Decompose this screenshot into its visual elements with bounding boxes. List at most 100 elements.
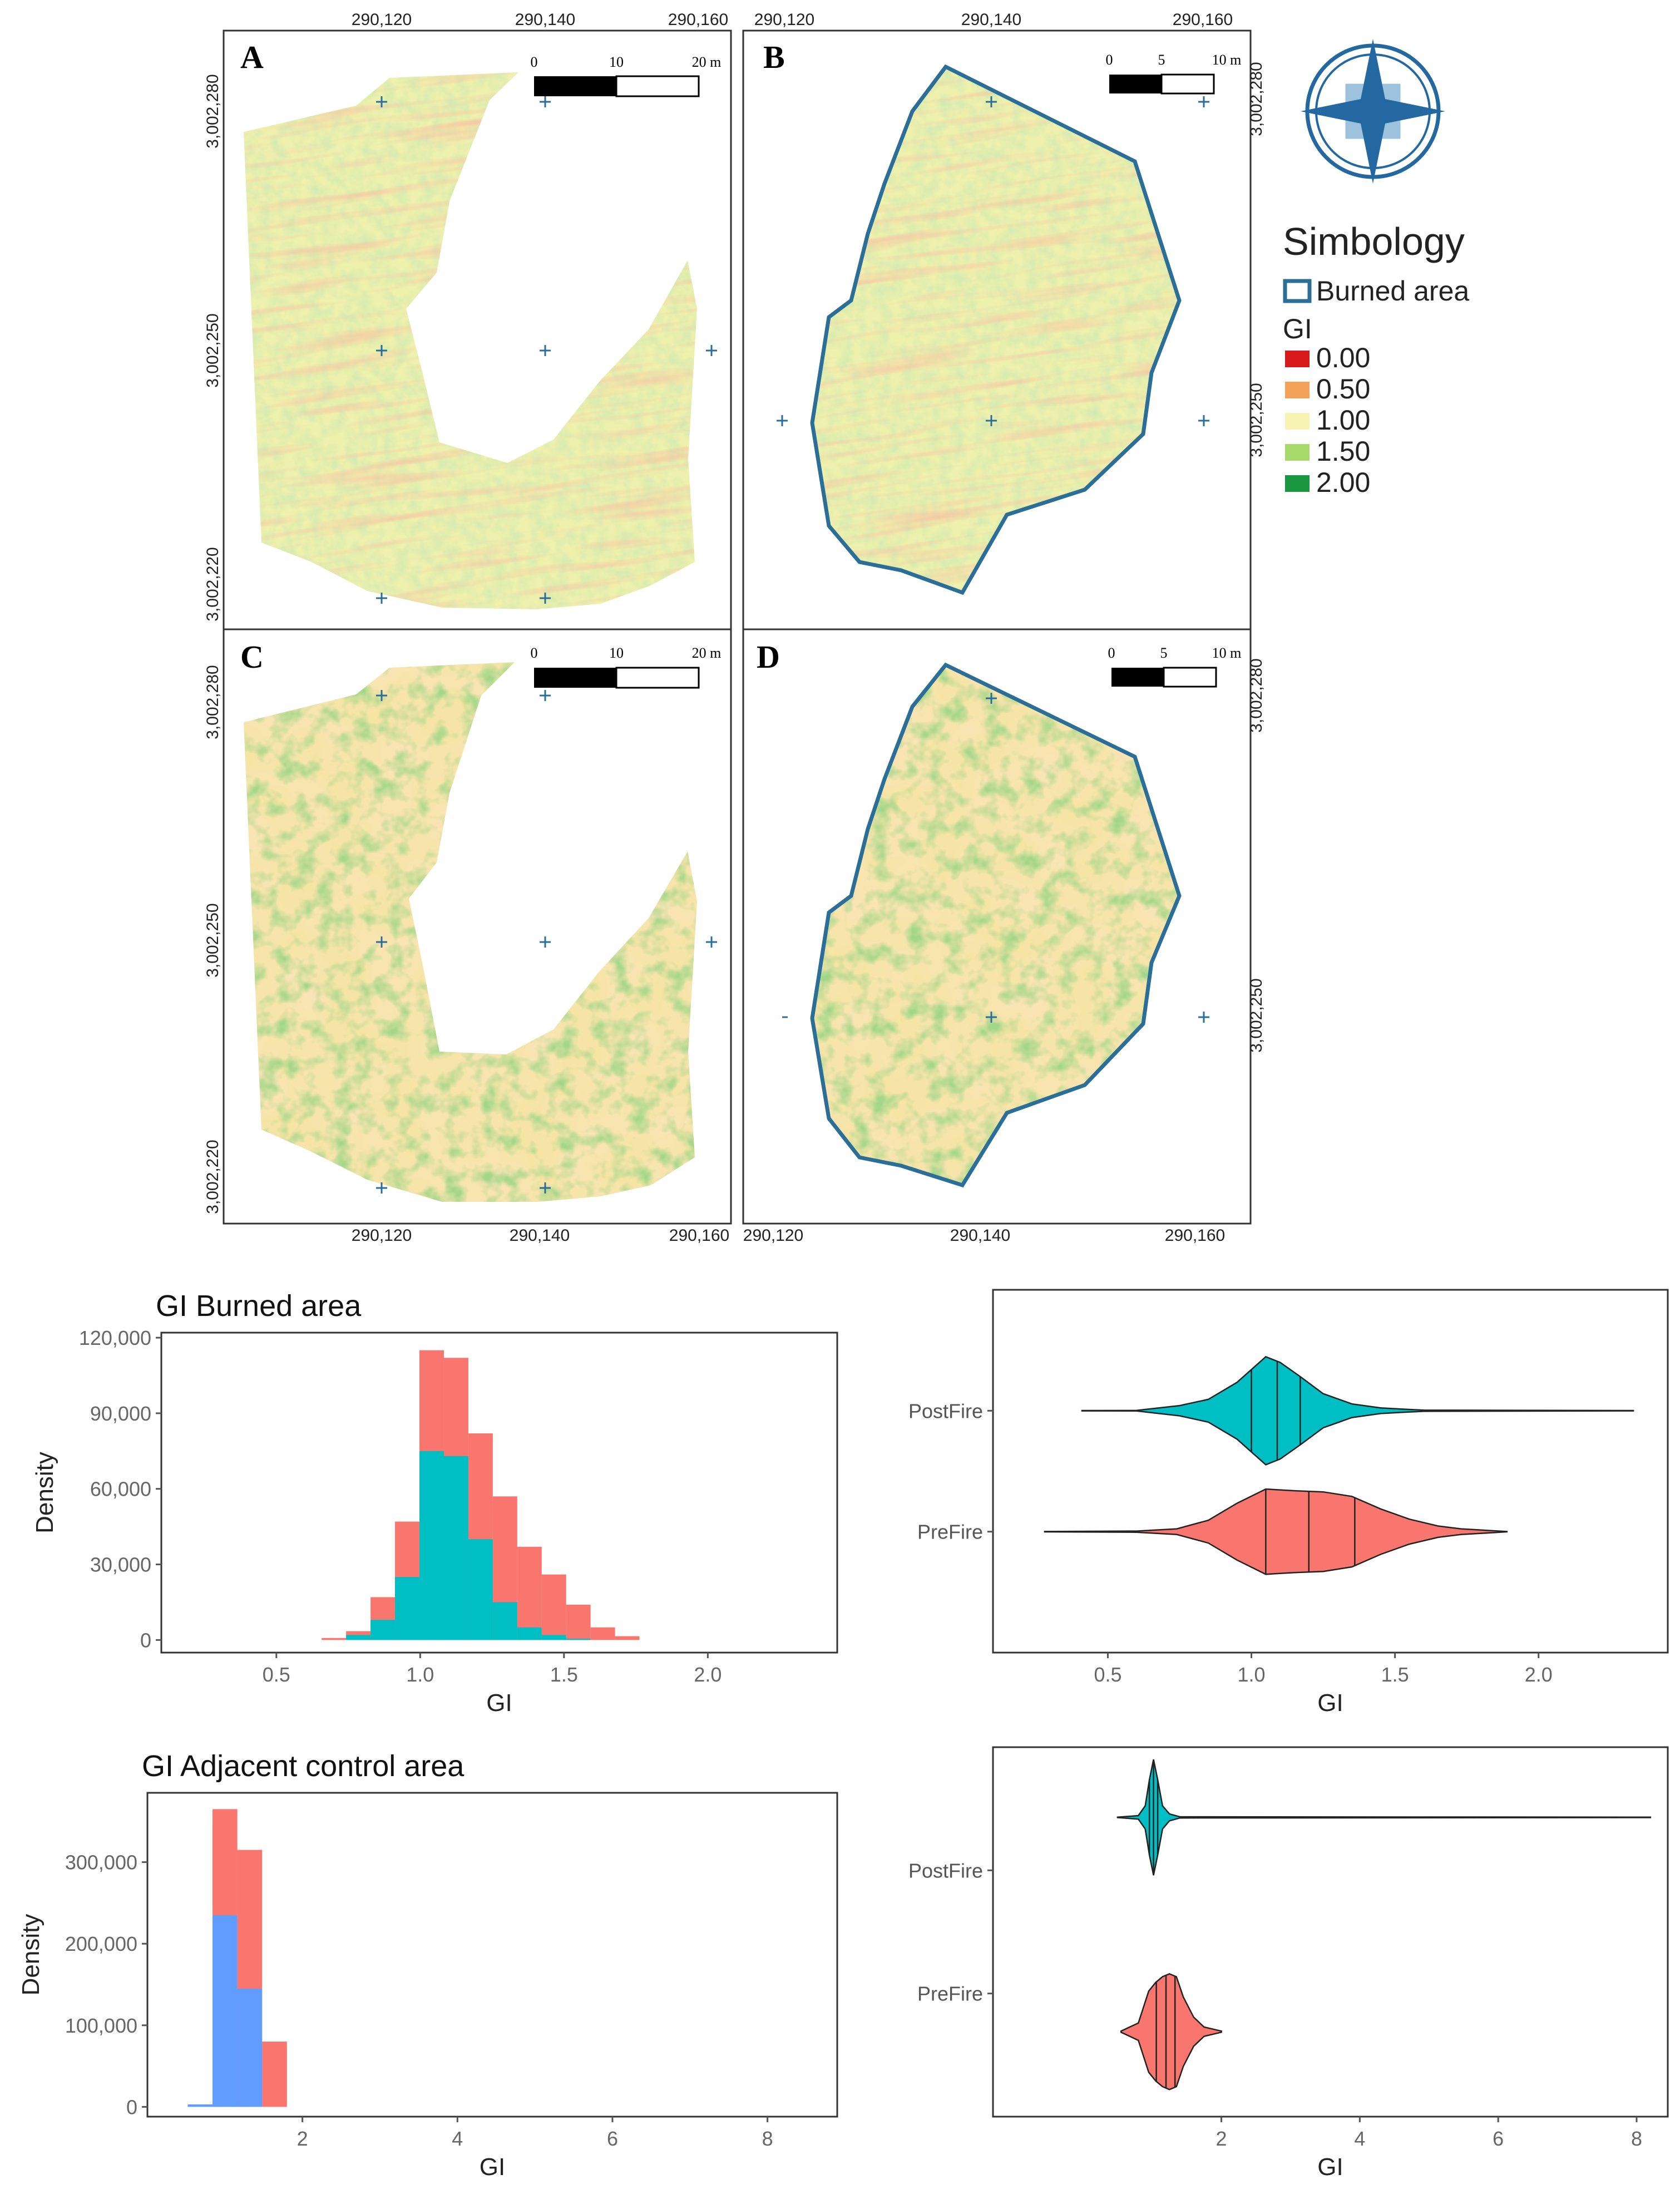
x-axis-label: GI <box>486 1689 512 1717</box>
histogram-bar <box>541 1574 566 1640</box>
panel-letter-a: A <box>240 39 264 75</box>
x-tick-label: 290,120 <box>352 11 412 29</box>
panel-letter-b: B <box>763 39 785 75</box>
histogram-bar <box>237 1988 263 2107</box>
scale-label: 5 <box>1158 52 1165 68</box>
histogram-bar <box>262 2042 287 2107</box>
legend-label: 2.00 <box>1316 467 1370 498</box>
legend-swatch <box>1285 413 1310 430</box>
scale-bar-a: 0 10 20 m <box>531 54 722 97</box>
x-tick-label: 290,140 <box>515 11 575 29</box>
scale-label: 10 m <box>1212 52 1242 68</box>
x-tick-label: 290,160 <box>669 1226 729 1245</box>
x-tick-label: 290,140 <box>510 1226 570 1245</box>
map-panel-a <box>223 29 732 630</box>
burned-area-swatch <box>1283 279 1312 303</box>
x-tick-label: 6 <box>607 2127 618 2150</box>
legend-label: 1.50 <box>1316 436 1370 467</box>
x-tick-label: 290,160 <box>668 11 728 29</box>
plot-frame <box>160 1332 838 1654</box>
legend-label: 0.50 <box>1316 373 1370 405</box>
x-axis-label: GI <box>1317 1689 1343 1717</box>
compass-rose-icon <box>1301 39 1445 184</box>
y-tick-label: 300,000 <box>65 1851 137 1874</box>
chart-title: GI Adjacent control area <box>142 1749 465 1783</box>
legend-swatch <box>1285 382 1310 398</box>
control-area-violin: 2 4 6 8 GI PreFire PostFire <box>908 1746 1669 2181</box>
y-tick-label: 3,002,220 <box>204 547 222 621</box>
histogram-bar <box>322 1638 347 1640</box>
legend-label: 0.00 <box>1316 342 1370 373</box>
scale-label: 0 <box>1106 52 1113 68</box>
y-tick-label: PreFire <box>917 1521 983 1544</box>
scale-label: 0 <box>1108 645 1115 661</box>
grid-crosses <box>376 96 1209 1194</box>
gi-legend-classes: 0.000.501.001.502.00 <box>1285 342 1370 498</box>
violin-shape <box>1120 1973 1222 2090</box>
gi-legend-title: GI <box>1283 313 1312 344</box>
legend-swatch <box>1285 351 1310 367</box>
x-tick-label: 290,140 <box>961 11 1021 29</box>
x-tick-label: 290,160 <box>1165 1226 1225 1245</box>
control-area-histogram: 2 4 6 8 GI 0 100,000 200,000 300,000 Density GI Ad… <box>17 1749 838 2181</box>
x-tick-label: 2 <box>297 2127 308 2150</box>
x-tick-label: 4 <box>452 2127 463 2150</box>
y-tick-label: PostFire <box>908 1859 983 1882</box>
x-tick-label: 8 <box>762 2127 773 2150</box>
histogram-bar <box>395 1577 420 1640</box>
x-tick-label: 0.5 <box>1094 1663 1121 1686</box>
map-panel-d <box>742 628 1252 1225</box>
scale-bar-d: 0 5 10 m <box>1108 645 1242 688</box>
x-tick-label: 8 <box>1631 2127 1642 2150</box>
panel-letter-d: D <box>757 639 780 675</box>
y-axis-label: Density <box>17 1914 45 1996</box>
y-tick-label: 3,002,250 <box>204 903 222 977</box>
scale-label: 20 m <box>692 645 722 661</box>
y-tick-label: 120,000 <box>79 1327 151 1349</box>
y-tick-label: 3,002,250 <box>1247 383 1266 457</box>
scale-label: 10 <box>609 54 624 70</box>
legend-swatch <box>1285 475 1310 492</box>
burned-area-outline-b <box>810 64 1182 595</box>
map-panel-c <box>223 628 732 1225</box>
panel-letter-c: C <box>240 639 264 675</box>
histogram-bar <box>443 1456 468 1640</box>
legend-title: Simbology <box>1283 220 1465 263</box>
scale-label: 10 m <box>1212 645 1242 661</box>
y-tick-label: PreFire <box>917 1983 983 2005</box>
histogram-bar <box>566 1639 591 1640</box>
y-tick-label: 100,000 <box>65 2014 137 2037</box>
x-tick-label: 0.5 <box>263 1663 290 1686</box>
histogram-bar <box>419 1451 444 1640</box>
legend-label: 1.00 <box>1316 405 1370 436</box>
y-tick-label: 3,002,250 <box>1247 978 1266 1052</box>
y-tick-label: 0 <box>126 2096 137 2118</box>
violin-shape <box>1044 1488 1508 1575</box>
histogram-bar <box>370 1620 396 1640</box>
x-tick-label: 290,120 <box>352 1226 412 1245</box>
y-tick-label: 3,002,280 <box>204 665 222 739</box>
burned-area-histogram: 0.5 1.0 1.5 2.0 GI 0 30,000 60,000 90,000 120,000… <box>31 1289 838 1717</box>
scale-bar-c: 0 10 20 m <box>531 645 722 689</box>
scale-label: 20 m <box>692 54 722 70</box>
x-tick-label: 2 <box>1216 2127 1227 2150</box>
y-tick-label: 60,000 <box>90 1478 151 1501</box>
violin-shape <box>1116 1759 1652 1876</box>
y-tick-label: 200,000 <box>65 1932 137 1955</box>
legend-swatch <box>1285 444 1310 461</box>
y-tick-label: 90,000 <box>90 1402 151 1425</box>
plot-frame <box>146 1792 838 2118</box>
histogram-bar <box>213 1915 238 2107</box>
x-tick-label: 2.0 <box>1525 1663 1553 1686</box>
chart-title: GI Burned area <box>156 1289 362 1323</box>
y-tick-label: 0 <box>140 1629 151 1651</box>
y-axis-label: Density <box>31 1452 58 1534</box>
histogram-bar <box>492 1602 517 1640</box>
x-tick-label: 6 <box>1493 2127 1504 2150</box>
histogram-bar <box>615 1636 640 1640</box>
y-tick-label: 3,002,280 <box>1247 62 1266 136</box>
x-tick-label: 290,120 <box>743 1226 803 1245</box>
histogram-bar <box>590 1627 615 1640</box>
scale-label: 0 <box>531 645 538 661</box>
histogram-bar <box>468 1539 493 1640</box>
